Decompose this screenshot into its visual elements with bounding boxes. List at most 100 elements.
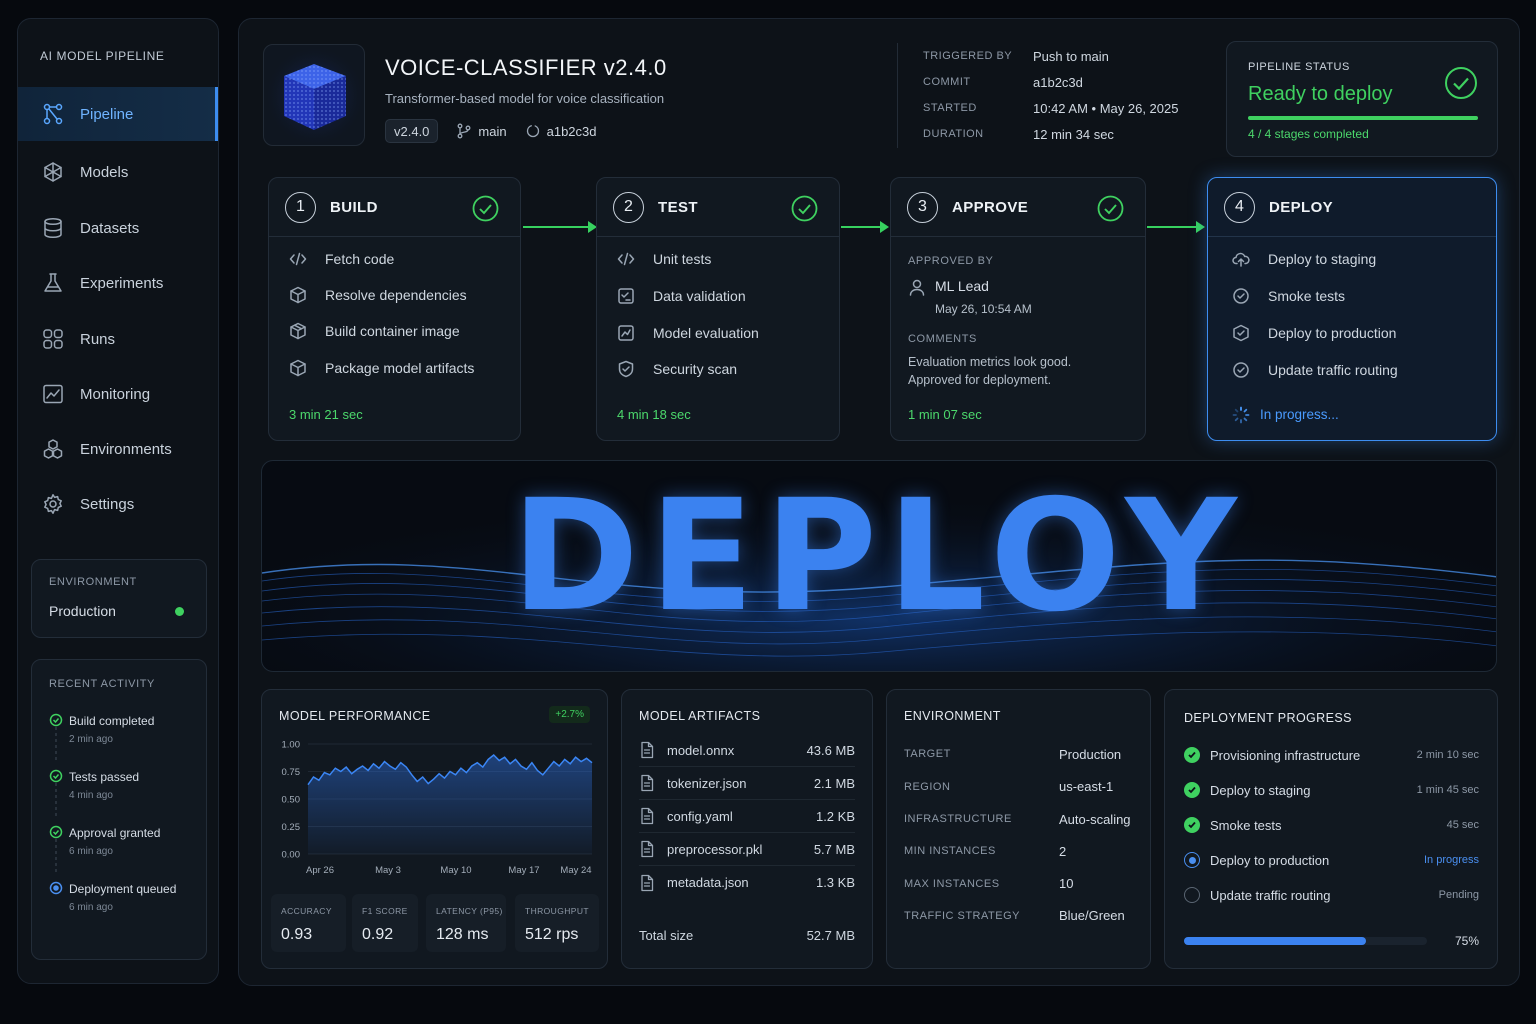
file-size: 43.6 MB [806,742,855,758]
stage-duration: 4 min 18 sec [617,407,691,422]
x-tick-label: May 10 [440,865,471,876]
sidebar-item-settings[interactable]: Settings [18,477,218,531]
progress-step: Smoke tests 45 sec [1184,817,1479,833]
stage-approve[interactable]: 3 APPROVE APPROVED BY ML Lead May 26, 10… [890,177,1146,441]
artifact-row[interactable]: model.onnx 43.6 MB [639,734,855,767]
sidebar-item-runs[interactable]: Runs [18,312,218,366]
stage-build[interactable]: 1 BUILD Fetch code Resolve dependencies … [268,177,521,441]
status-progress-track [1248,116,1478,120]
activity-time: 2 min ago [69,734,113,745]
metric-label: F1 SCORE [362,906,408,916]
sidebar-item-models[interactable]: Models [18,145,218,199]
metric-label: ACCURACY [281,906,332,916]
comment-line: Approved for deployment. [908,373,1052,387]
stage-step: Package model artifacts [289,359,474,377]
step-label: Deploy to staging [1268,251,1377,267]
sidebar-item-datasets[interactable]: Datasets [18,201,218,255]
deploy-box-icon [1232,324,1250,342]
env-value: Blue/Green [1059,908,1125,923]
commit-icon [526,124,539,138]
commit-hash: a1b2c3d [546,123,597,139]
sidebar-item-label: Experiments [80,274,164,292]
app-title: AI MODEL PIPELINE [40,49,165,63]
stage-step: Unit tests [617,250,711,268]
stage-test[interactable]: 2 TEST Unit tests Data validation Model … [596,177,840,441]
package-icon [289,286,307,304]
metric-f1: F1 SCORE 0.92 [352,894,418,952]
sidebar-item-environments[interactable]: Environments [18,422,218,476]
step-status: 1 min 45 sec [1416,784,1479,796]
stage-deploy[interactable]: 4 DEPLOY Deploy to staging Smoke tests D… [1207,177,1497,441]
activity-item: Approval granted 6 min ago [69,826,160,857]
chart-icon [617,324,635,342]
step-label: Model evaluation [653,325,759,341]
env-key: MAX INSTANCES [904,878,1000,890]
cloud-upload-icon [1232,250,1250,268]
file-size: 1.3 KB [815,875,855,890]
artifact-row[interactable]: config.yaml 1.2 KB [639,800,855,833]
sidebar-item-label: Runs [80,330,116,348]
environment-value: Production [49,603,116,619]
box-icon [289,359,307,377]
activity-text: Deployment queued [69,882,177,896]
recent-activity-label: RECENT ACTIVITY [49,678,155,690]
chart-icon [42,383,64,405]
step-label: Smoke tests [1210,817,1282,833]
stage-step: Security scan [617,360,737,378]
stage-number: 3 [907,191,938,223]
page-title: VOICE-CLASSIFIER v2.4.0 [385,55,667,80]
stage-title: BUILD [330,198,378,216]
stage-step: Fetch code [289,250,394,268]
file-icon [641,874,654,891]
environment-card[interactable]: ENVIRONMENT Production [31,559,207,638]
step-label: Deploy to staging [1210,782,1311,798]
step-label: Security scan [653,361,738,377]
sidebar-item-pipeline[interactable]: Pipeline [18,87,218,141]
file-name: tokenizer.json [667,775,747,791]
metric-value: 128 ms [436,926,489,943]
metric-value: 0.92 [362,926,394,943]
model-performance-card: MODEL PERFORMANCE +2.7% 1.00 0.75 0.50 0.25… [261,689,608,969]
y-tick-label: 0.00 [282,850,301,861]
file-name: config.yaml [667,808,733,824]
step-status: Pending [1438,889,1479,901]
branch-label[interactable]: main [456,123,507,139]
sidebar-item-experiments[interactable]: Experiments [18,256,218,310]
activity-text: Build completed [69,714,155,728]
status-progress-fill [1248,116,1478,120]
page-subtitle: Transformer-based model for voice classi… [385,91,665,106]
step-status: 2 min 10 sec [1416,749,1479,761]
sidebar-item-monitoring[interactable]: Monitoring [18,367,218,421]
artifact-row[interactable]: tokenizer.json 2.1 MB [639,767,855,800]
comment-line: Evaluation metrics look good. [908,355,1072,369]
file-icon [641,807,654,825]
commit-label[interactable]: a1b2c3d [525,123,597,139]
models-icon [42,161,64,183]
stage-title: APPROVE [952,198,1029,216]
step-label: Build container image [325,323,460,339]
env-value: us-east-1 [1059,779,1114,794]
x-tick-label: May 24 [560,865,591,876]
deploy-progress-track [1184,937,1427,945]
activity-text: Approval granted [69,826,161,840]
artifact-row[interactable]: preprocessor.pkl 5.7 MB [639,833,855,866]
activity-item: Build completed 2 min ago [69,714,154,745]
check-circle-icon [791,195,818,222]
meta-key: DURATION [923,128,984,140]
stage-step: Smoke tests [1232,287,1345,305]
step-label: Update traffic routing [1210,887,1331,903]
artifact-row[interactable]: metadata.json 1.3 KB [639,866,855,899]
step-label: Update traffic routing [1268,362,1398,378]
meta-value: 10:42 AM • May 26, 2025 [1033,101,1179,116]
total-value: 52.7 MB [806,928,855,943]
env-key: TRAFFIC STRATEGY [904,910,1020,922]
approved-by-label: APPROVED BY [908,255,994,267]
done-check-icon [1184,747,1200,763]
progress-step: Deploy to production In progress [1184,852,1479,868]
step-label: Package model artifacts [325,360,475,376]
stage-arrow [841,221,889,233]
activity-time: 4 min ago [69,790,113,801]
pipeline-icon [42,103,64,125]
user-icon [909,279,925,296]
x-tick-label: Apr 26 [306,865,334,876]
